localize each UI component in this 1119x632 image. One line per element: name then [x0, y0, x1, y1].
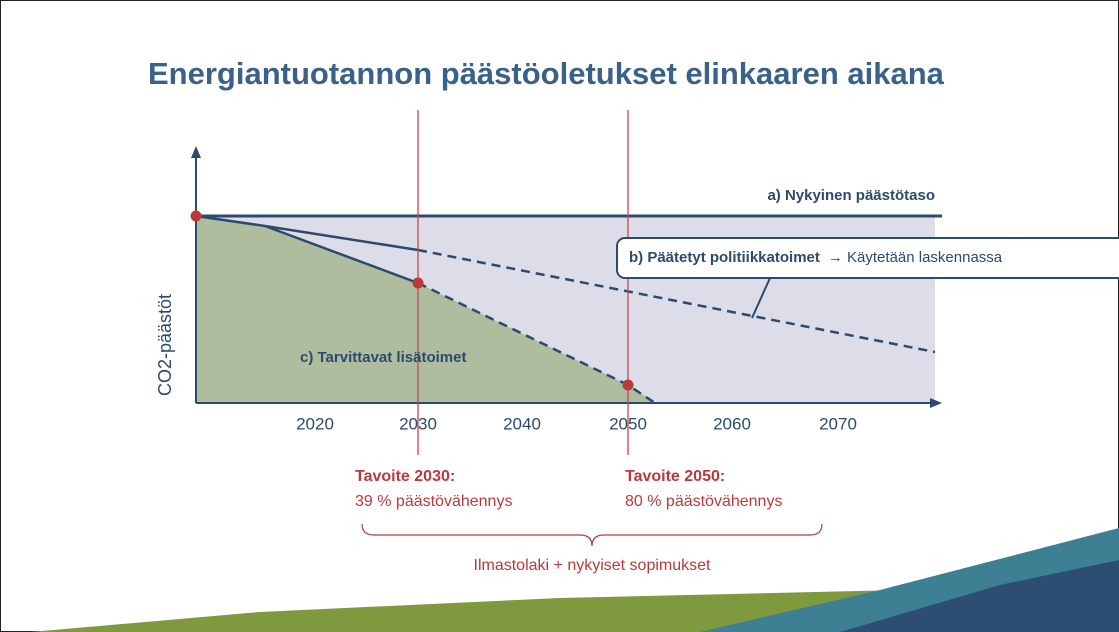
label-b-note: → Käytetään laskennassa	[828, 249, 1003, 266]
title: Energiantuotannon päästöoletukset elinka…	[148, 56, 945, 91]
line-c	[264, 224, 419, 285]
line-b-dashed	[417, 248, 936, 354]
needed-area	[196, 216, 655, 403]
x-tick-label: 2040	[503, 414, 541, 433]
x-tick-label: 2020	[296, 414, 334, 433]
x-tick-label: 2050	[609, 414, 647, 433]
point	[190, 210, 202, 222]
point	[412, 277, 424, 289]
label-c: c) Tarvittavat lisätoimet	[300, 349, 466, 366]
target-title: Tavoite 2030:	[355, 468, 455, 485]
y-arrow	[191, 146, 201, 158]
x-tick-label: 2070	[819, 414, 857, 433]
label-b-box	[616, 237, 1119, 279]
target-text: 80 % päästövähennys	[625, 493, 782, 510]
brace	[361, 523, 823, 547]
label-a: a) Nykyinen päästötaso	[767, 187, 935, 204]
target-title: Tavoite 2050:	[625, 468, 725, 485]
y-axis-label: CO2-päästöt	[155, 294, 175, 396]
x-tick-label: 2060	[713, 414, 751, 433]
label-b: b) Päätetyt politiikkatoimet → Käytetään …	[629, 249, 1003, 266]
label-b-name: b) Päätetyt politiikkatoimet	[629, 249, 820, 266]
decor-green	[30, 590, 900, 632]
basis: Ilmastolaki + nykyiset sopimukset	[474, 557, 712, 574]
x-arrow	[930, 398, 942, 408]
target-text: 39 % päästövähennys	[355, 493, 512, 510]
point	[622, 379, 634, 391]
x-tick-label: 2030	[399, 414, 437, 433]
decor-navy	[840, 560, 1119, 632]
label-b-pointer	[751, 277, 771, 319]
